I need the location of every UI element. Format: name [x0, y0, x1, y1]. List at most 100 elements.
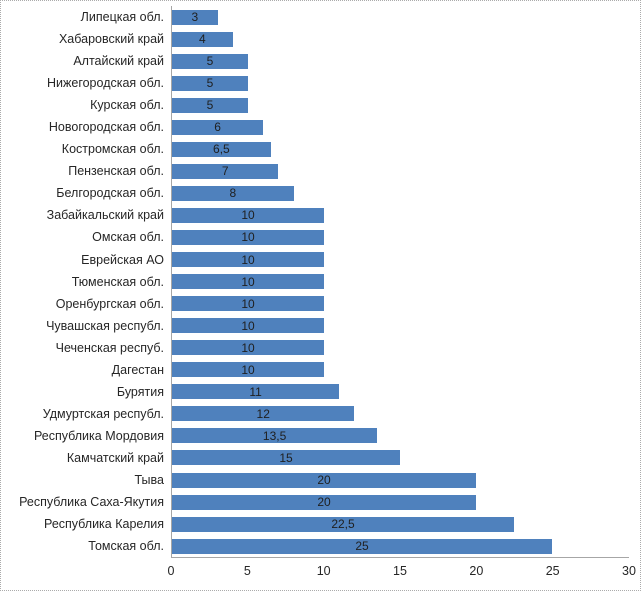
bar: 11: [172, 384, 340, 400]
chart-row: Нижегородская обл. 5: [1, 72, 628, 95]
bar-track: 10: [171, 358, 628, 381]
category-label: Белгородская обл.: [56, 186, 164, 201]
value-label: 13,5: [262, 428, 287, 443]
category-label: Липецкая обл.: [80, 10, 164, 25]
chart-row: Чеченская респуб. 10: [1, 336, 628, 359]
chart-row: Дагестан 10: [1, 358, 628, 381]
bar: 10: [172, 318, 324, 334]
bar: 20: [172, 472, 476, 488]
bar: 22,5: [172, 516, 514, 532]
chart-row: Еврейская АО 10: [1, 248, 628, 271]
category-label: Новогородская обл.: [48, 120, 164, 135]
category-label: Чувашская республ.: [46, 318, 164, 333]
value-label: 10: [241, 274, 255, 289]
value-label: 8: [229, 186, 237, 201]
value-label: 20: [317, 473, 331, 487]
bar: 10: [172, 229, 324, 245]
category-label: Дагестан: [111, 362, 164, 377]
bar-track: 10: [171, 292, 628, 315]
x-axis-ticks: 0 5 10 15 20 25 30: [167, 564, 636, 584]
value-label: 5: [206, 54, 214, 69]
chart-row: Новогородская обл. 6: [1, 116, 628, 139]
category-label: Республика Карелия: [44, 517, 164, 532]
chart-row: Томская обл. 25: [1, 535, 628, 558]
bar: 15: [172, 450, 400, 466]
chart-row: Белгородская обл. 8: [1, 182, 628, 205]
bar-track: 12: [171, 402, 628, 425]
value-label: 10: [241, 296, 255, 311]
chart-row: Пензенская обл. 7: [1, 160, 628, 183]
x-tick-label: 30: [622, 564, 636, 578]
bar: 10: [172, 340, 324, 356]
chart-row: Республика Саха-Якутия 20: [1, 491, 628, 514]
value-label: 10: [241, 362, 255, 377]
category-label: Нижегородская обл.: [47, 76, 164, 91]
category-label: Тыва: [134, 473, 164, 487]
category-label: Курская обл.: [90, 98, 164, 113]
bar-track: 10: [171, 204, 628, 227]
bar: 10: [172, 296, 324, 312]
x-tick-label: 20: [469, 564, 484, 578]
value-label: 10: [241, 208, 255, 223]
category-label: Еврейская АО: [81, 252, 164, 267]
bar: 20: [172, 494, 476, 510]
bar: 6: [172, 119, 264, 135]
value-label: 7: [221, 164, 229, 179]
chart-row: Тыва 20: [1, 468, 628, 492]
bar: 10: [172, 362, 324, 378]
chart-row: Камчатский край 15: [1, 446, 628, 469]
chart-row: Алтайский край 5: [1, 50, 628, 73]
chart-row: Тюменская обл. 10: [1, 270, 628, 293]
bar-track: 10: [171, 226, 628, 249]
bar: 10: [172, 207, 324, 223]
bar: 5: [172, 75, 248, 91]
category-label: Чеченская респуб.: [55, 340, 164, 355]
bar-track: 6,5: [171, 138, 628, 161]
bar-track: 5: [171, 50, 628, 73]
bar-track: 20: [171, 491, 628, 514]
bar-track: 8: [171, 182, 628, 205]
category-label: Удмуртская республ.: [42, 406, 164, 421]
category-label: Омская обл.: [92, 230, 164, 245]
bar-track: 3: [171, 6, 628, 29]
value-label: 12: [256, 406, 270, 421]
bar-track: 10: [171, 248, 628, 271]
bar-track: 13,5: [171, 424, 628, 447]
chart-row: Бурятия 11: [1, 380, 628, 403]
chart-row: Липецкая обл. 3: [1, 6, 628, 29]
bar-track: 20: [171, 468, 628, 492]
x-tick-label: 5: [243, 564, 251, 578]
value-label: 10: [241, 252, 255, 267]
bar-track: 10: [171, 314, 628, 337]
value-label: 20: [317, 495, 331, 510]
bar-track: 5: [171, 72, 628, 95]
chart-row: Хабаровский край 4: [1, 28, 628, 51]
value-label: 6,5: [213, 142, 230, 157]
category-label: Республика Саха-Якутия: [19, 495, 164, 510]
bar-track: 15: [171, 446, 628, 469]
value-label: 25: [355, 539, 369, 554]
bar-track: 5: [171, 94, 628, 117]
category-label: Камчатский край: [66, 450, 164, 465]
bar-track: 11: [171, 380, 628, 403]
x-tick-label: 25: [545, 564, 560, 578]
value-label: 10: [241, 318, 255, 333]
chart-row: Костромская обл. 6,5: [1, 138, 628, 161]
bar-track: 10: [171, 336, 628, 359]
category-label: Томская обл.: [88, 539, 164, 554]
bar: 6,5: [172, 141, 271, 157]
category-label: Алтайский край: [73, 54, 164, 69]
value-label: 11: [249, 384, 262, 399]
category-label: Пензенская обл.: [68, 164, 164, 179]
value-label: 4: [199, 32, 206, 47]
x-tick-label: 0: [167, 564, 175, 578]
chart-row: Забайкальский край 10: [1, 204, 628, 227]
bar: 8: [172, 185, 294, 201]
bar: 5: [172, 53, 248, 69]
category-label: Костромская обл.: [61, 142, 164, 157]
value-label: 22,5: [331, 517, 355, 532]
bar-track: 10: [171, 270, 628, 293]
x-axis-line: [171, 557, 629, 558]
bar: 4: [172, 31, 233, 47]
bar: 10: [172, 252, 324, 268]
